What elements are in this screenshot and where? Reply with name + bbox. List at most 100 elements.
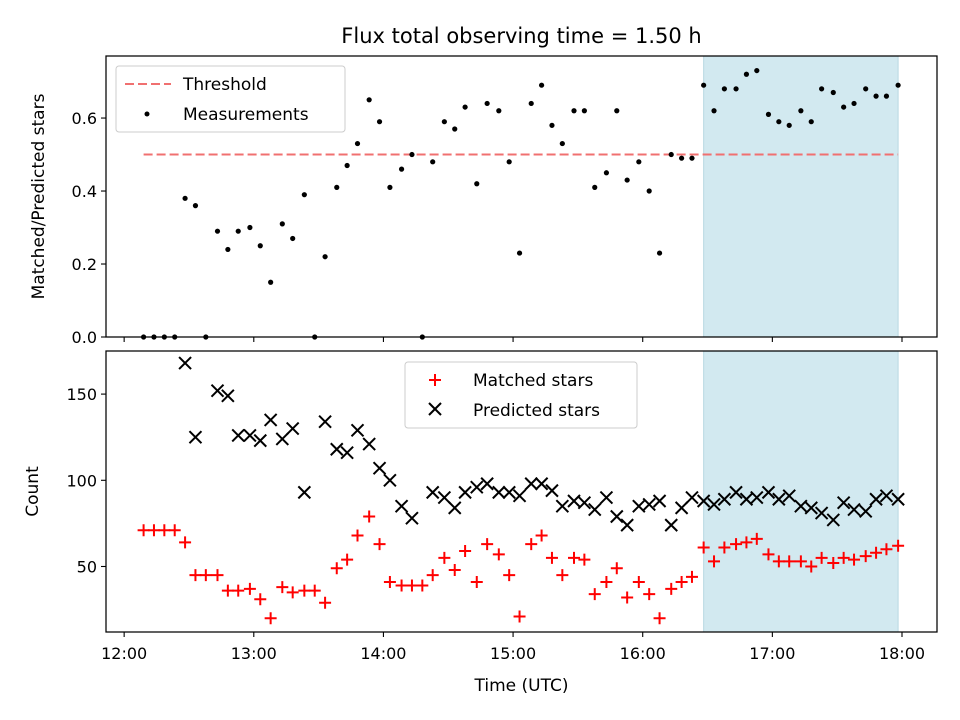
measurement-point — [646, 188, 652, 194]
predicted-star-marker — [492, 485, 506, 500]
predicted-star-marker — [696, 494, 711, 508]
measurements-legend-swatch — [144, 111, 150, 117]
measurement-point — [863, 86, 869, 92]
matched-star-marker — [762, 548, 775, 561]
predicted-star-marker — [804, 501, 818, 515]
predicted-star-marker — [891, 492, 905, 506]
predicted-star-marker — [826, 513, 840, 527]
count-x-axis: 12:00 13:00 14:00 15:00 16:00 17:00 18:00 — [101, 632, 925, 663]
ratio-panel-frame — [105, 55, 938, 338]
x-tick-label: 13:00 — [231, 644, 277, 663]
measurement-point — [235, 228, 241, 234]
predicted-star-marker — [221, 389, 235, 403]
measurement-point — [538, 82, 545, 88]
measurement-point — [484, 100, 490, 107]
matched-star-marker — [697, 541, 710, 554]
matched-star-marker — [535, 529, 548, 542]
measurement-point — [506, 159, 512, 165]
matched-star-marker — [470, 576, 483, 589]
predicted-star-marker — [502, 485, 516, 500]
matched-star-marker — [718, 541, 731, 554]
predicted-star-marker — [231, 428, 245, 443]
matched-star-marker — [363, 510, 376, 523]
matched-star-marker — [416, 579, 429, 592]
matched-star-marker — [373, 538, 386, 551]
measurement-point — [581, 108, 587, 114]
predicted-star-marker — [632, 499, 646, 513]
count-legend-box — [404, 361, 638, 429]
measurement-point — [496, 108, 502, 114]
measurement-point — [679, 155, 685, 161]
predicted-star-marker — [620, 518, 634, 532]
predicted-star-marker — [674, 501, 689, 515]
predicted-star-marker — [717, 492, 732, 506]
matched-star-marker — [264, 612, 277, 625]
predicted-star-marker — [405, 511, 419, 525]
measurement-point — [334, 184, 340, 190]
predicted-star-marker — [869, 492, 883, 506]
matched-star-marker — [653, 612, 666, 625]
measurement-point — [798, 108, 804, 114]
measurement-point — [754, 67, 760, 74]
predicted-star-marker — [642, 497, 656, 512]
matched-star-marker — [481, 538, 494, 551]
predicted-star-marker — [383, 473, 397, 488]
count-y-axis: 50 100 150 — [66, 385, 106, 576]
predicted-legend-swatch — [428, 402, 442, 416]
matched-star-marker — [341, 553, 354, 566]
measurement-point — [851, 100, 857, 107]
predicted-star-marker — [340, 446, 354, 460]
predicted-star-marker — [458, 485, 472, 500]
measurement-point — [819, 86, 825, 92]
matched-star-marker — [740, 536, 753, 549]
y-tick-label: 0.2 — [72, 255, 97, 274]
predicted-star-marker — [685, 490, 699, 505]
measurement-point — [776, 119, 782, 125]
observing-window-shade — [703, 350, 899, 633]
matched-star-marker — [600, 576, 613, 589]
measurement-point — [247, 224, 253, 231]
matched-star-marker — [848, 553, 861, 566]
matched-star-marker — [815, 551, 828, 564]
measurement-point — [528, 100, 534, 107]
measurement-point — [398, 166, 405, 172]
matched-star-marker — [772, 555, 785, 568]
measurement-point — [354, 140, 361, 147]
predicted-star-marker — [739, 492, 754, 506]
matched-star-marker — [189, 569, 202, 582]
predicted-star-marker — [761, 485, 776, 500]
matched-star-marker — [308, 584, 321, 597]
predicted-star-marker — [664, 518, 678, 532]
measurement-point — [474, 181, 480, 187]
matched-star-marker — [330, 562, 343, 575]
measurement-point — [344, 162, 350, 169]
measurement-point — [721, 86, 727, 92]
predicted-star-marker — [275, 432, 290, 446]
predicted-star-marker — [263, 413, 278, 427]
matched-star-marker — [243, 582, 256, 595]
measurement-point — [765, 111, 772, 117]
predicted-star-marker — [847, 502, 861, 517]
predicted-star-marker — [350, 423, 365, 438]
matched-star-marker — [545, 551, 558, 564]
measurement-point — [290, 235, 296, 242]
matched-star-marker — [556, 569, 569, 582]
measurement-point — [225, 246, 231, 253]
matched-star-marker — [405, 579, 418, 592]
matched-star-marker — [254, 593, 267, 606]
measurement-point — [895, 82, 901, 88]
predicted-star-marker — [588, 502, 602, 517]
matched-star-marker — [221, 584, 234, 597]
measurement-point — [614, 108, 620, 114]
matched-star-marker — [137, 524, 150, 537]
predicted-star-marker — [652, 494, 667, 508]
ratio-y-label: Matched/Predicted stars — [29, 93, 49, 299]
predicted-star-marker — [448, 501, 462, 515]
matched-star-marker — [426, 569, 439, 582]
predicted-star-marker — [567, 494, 581, 508]
matched-star-marker — [621, 591, 634, 604]
matched-star-marker — [286, 586, 299, 599]
predicted-star-marker — [470, 480, 484, 494]
matched-star-marker — [665, 582, 678, 595]
predicted-star-marker — [394, 499, 409, 513]
